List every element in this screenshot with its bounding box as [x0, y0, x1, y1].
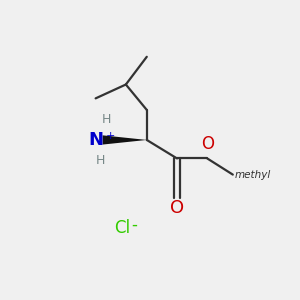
Text: H: H	[96, 154, 105, 167]
Text: H: H	[101, 113, 111, 126]
Text: -: -	[132, 215, 137, 233]
Text: Cl: Cl	[114, 219, 130, 237]
Polygon shape	[103, 135, 147, 145]
Text: O: O	[170, 199, 184, 217]
Text: O: O	[201, 135, 214, 153]
Text: N: N	[89, 131, 104, 149]
Text: +: +	[105, 131, 115, 142]
Text: methyl: methyl	[235, 169, 272, 180]
